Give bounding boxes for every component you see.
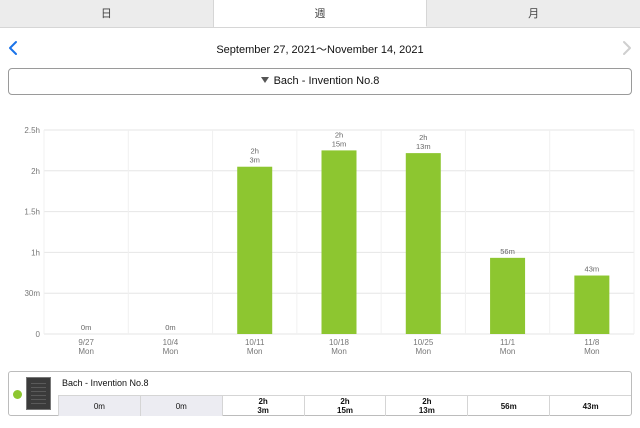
bar (490, 257, 526, 334)
legend-title: Bach - Invention No.8 (62, 378, 149, 388)
x-tick-label: Mon (247, 347, 263, 356)
date-range-label: September 27, 2021〜November 14, 2021 (216, 44, 424, 56)
x-tick-label: 11/1 (500, 338, 516, 347)
x-tick-label: Mon (331, 347, 347, 356)
x-tick-label: 11/8 (584, 338, 600, 347)
y-tick-label: 2h (31, 167, 40, 176)
bar-value-label: 56m (500, 247, 515, 256)
bar-value-label: 2h (419, 133, 427, 142)
bar-value-label: 0m (165, 323, 175, 332)
weekly-practice-chart: 030m1h1.5h2h2.5h0m9/27Mon0m10/4Mon2h3m10… (24, 126, 635, 356)
bar-value-label: 15m (332, 139, 347, 148)
bar-value-label: 13m (416, 142, 431, 151)
y-tick-label: 2.5h (24, 126, 40, 135)
chevron-left-icon[interactable] (4, 38, 24, 58)
y-tick-label: 30m (24, 289, 40, 298)
x-tick-label: Mon (584, 347, 600, 356)
x-tick-label: 10/4 (163, 338, 179, 347)
x-tick-label: Mon (163, 347, 179, 356)
legend-value-cell: 56m (467, 396, 549, 416)
date-navigation: September 27, 2021〜November 14, 2021 (0, 34, 640, 62)
x-tick-label: Mon (500, 347, 516, 356)
x-tick-label: Mon (78, 347, 94, 356)
bar-value-label: 3m (250, 156, 260, 165)
bar (237, 166, 273, 334)
piece-selector-label: Bach - Invention No.8 (273, 75, 380, 87)
tab-month[interactable]: 月 (528, 8, 540, 20)
legend-values-row: 0m 0m 2h 3m 2h 15m 2h 13m 56m 43m (58, 395, 631, 416)
bar-value-label: 43m (585, 265, 600, 274)
legend-value-cell: 2h 3m (221, 396, 304, 416)
bar (321, 150, 357, 334)
tab-day[interactable]: 日 (0, 0, 214, 27)
period-tabs: 日 週 月 (0, 0, 640, 28)
chevron-right-icon[interactable] (616, 38, 636, 58)
x-tick-label: 9/27 (78, 338, 94, 347)
series-color-dot (13, 390, 22, 399)
bar (574, 275, 610, 334)
bar-value-label: 0m (81, 323, 91, 332)
x-tick-label: 10/25 (413, 338, 434, 347)
y-tick-label: 1.5h (24, 208, 40, 217)
legend-value-cell: 2h 15m (303, 396, 386, 416)
legend-value-cell: 0m (58, 396, 140, 416)
legend-value-cell: 43m (549, 396, 631, 416)
y-tick-label: 1h (31, 248, 40, 257)
x-tick-label: Mon (416, 347, 432, 356)
piece-selector[interactable]: Bach - Invention No.8 (8, 68, 632, 95)
score-thumbnail[interactable] (26, 377, 51, 410)
bar-value-label: 2h (335, 130, 343, 139)
bar-value-label: 2h (251, 147, 259, 156)
triangle-down-icon (260, 77, 269, 83)
legend-panel: Bach - Invention No.8 0m 0m 2h 3m 2h 15m 2h … (8, 371, 632, 416)
y-tick-label: 0 (36, 330, 41, 339)
x-tick-label: 10/11 (245, 338, 265, 347)
x-tick-label: 10/18 (329, 338, 350, 347)
bar (405, 153, 441, 334)
legend-value-cell: 2h 13m (385, 396, 467, 416)
tab-week[interactable]: 週 (213, 0, 428, 27)
legend-value-cell: 0m (139, 396, 222, 416)
